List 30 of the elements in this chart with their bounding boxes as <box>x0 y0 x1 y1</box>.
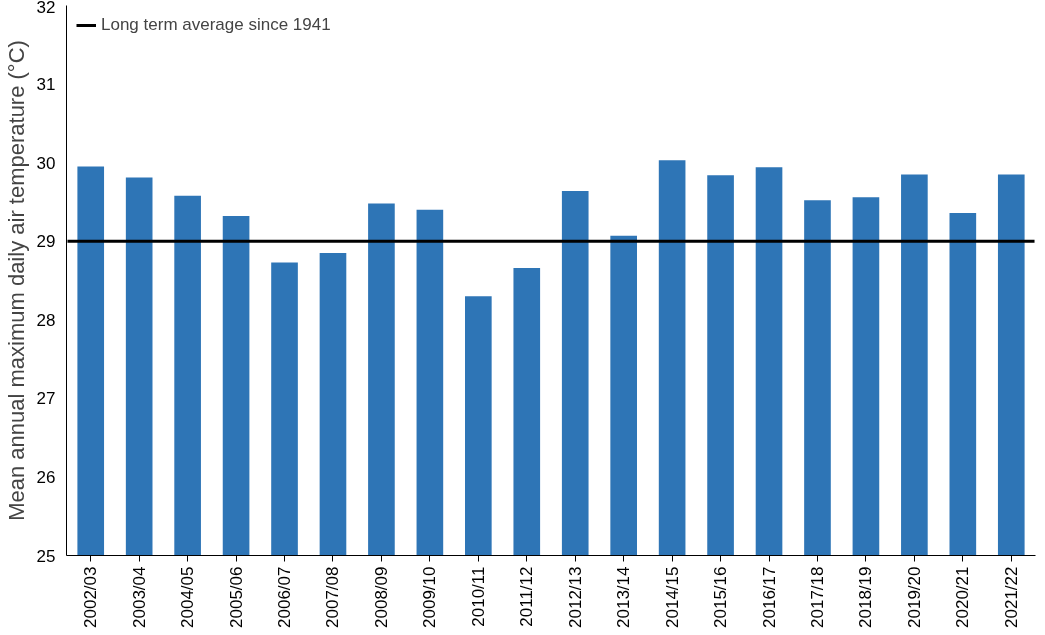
x-tick-label: 2020/21 <box>953 566 973 628</box>
x-tick-label: 2017/18 <box>807 566 827 628</box>
x-tick-label: 2012/13 <box>565 566 585 628</box>
x-tick-label: 2014/15 <box>662 566 682 628</box>
y-tick-label: 31 <box>36 75 56 95</box>
y-tick-label: 30 <box>36 153 56 173</box>
x-tick-label: 2007/08 <box>323 566 343 628</box>
y-axis-title: Mean annual maximum daily air temperature (°C) <box>3 40 29 521</box>
x-tick-label: 2013/14 <box>614 566 634 628</box>
x-tick-label: 2010/11 <box>468 566 488 627</box>
x-tick-label: 2006/07 <box>275 566 295 628</box>
x-tick-label: 2005/06 <box>226 566 246 628</box>
x-tick-label: 2019/20 <box>904 566 924 628</box>
x-tick-label: 2011/12 <box>517 566 537 627</box>
y-tick-label: 32 <box>36 0 56 17</box>
x-tick-label: 2009/10 <box>420 566 440 628</box>
x-tick-label: 2018/19 <box>856 566 876 628</box>
x-tick-label: 2015/16 <box>711 566 731 628</box>
x-tick-label: 2002/03 <box>81 566 101 628</box>
x-tick-label: 2003/04 <box>129 566 149 628</box>
y-tick-label: 25 <box>36 546 56 566</box>
y-tick-label: 28 <box>36 310 56 330</box>
legend-label: Long term average since 1941 <box>101 15 331 35</box>
y-tick-label: 26 <box>36 467 56 487</box>
y-tick-label: 29 <box>36 232 56 252</box>
x-tick-label: 2016/17 <box>759 566 779 628</box>
y-tick-label: 27 <box>36 389 56 409</box>
x-tick-label: 2004/05 <box>178 566 198 628</box>
x-tick-label: 2021/22 <box>1001 566 1021 628</box>
x-tick-label: 2008/09 <box>371 566 391 628</box>
